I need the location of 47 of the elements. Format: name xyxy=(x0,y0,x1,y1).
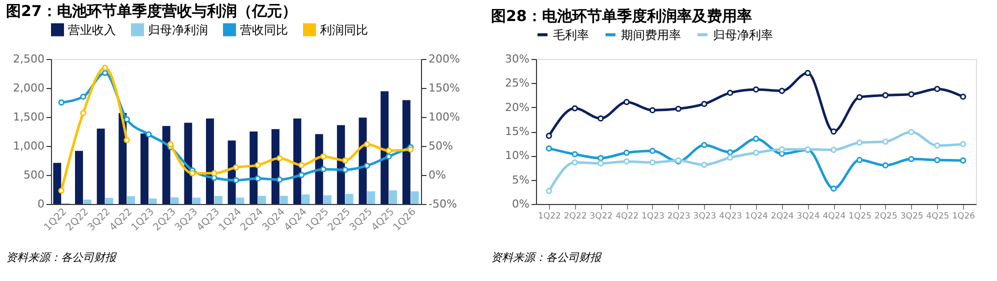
legend-label: 毛利率 xyxy=(553,28,589,42)
y-tick-label: 1,500 xyxy=(13,110,44,124)
legend-label: 归母净利润 xyxy=(148,22,208,37)
y2-tick-label: 200% xyxy=(428,52,460,66)
x-tick-label: 3Q25 xyxy=(900,212,924,222)
x-tick-label: 4Q24 xyxy=(822,212,846,222)
y-tick-label: 2,500 xyxy=(13,52,44,66)
y-tick-label: 20% xyxy=(505,100,530,114)
x-tick-label: 2Q25 xyxy=(874,212,898,222)
x-tick-label: 1Q22 xyxy=(538,212,561,222)
x-tick-label: 4Q25 xyxy=(926,212,950,222)
y-tick-label: 15% xyxy=(505,125,530,138)
x-tick-label: 4Q22 xyxy=(616,212,639,222)
y-tick-label: 0% xyxy=(512,198,530,210)
x-tick-label: 3Q24 xyxy=(796,212,820,222)
y-tick-label: 500 xyxy=(24,168,44,182)
legend-label: 期间费用率 xyxy=(621,28,681,42)
x-tick-label: 4Q23 xyxy=(719,212,742,222)
legend-label: 营业收入 xyxy=(68,22,116,37)
text: 资料来源：各公司财报 xyxy=(491,251,602,264)
x-tick-label: 1Q25 xyxy=(848,212,872,222)
chart-title: 图28：电池环节单季度利润率及费用率 xyxy=(491,7,752,25)
y2-tick-label: 100% xyxy=(428,110,460,124)
x-tick-label: 2Q23 xyxy=(667,212,690,222)
legend-label: 归母净利率 xyxy=(713,28,773,42)
legend-label: 营收同比 xyxy=(240,22,288,37)
y-tick-label: 10% xyxy=(505,149,530,162)
y-tick-label: 1,000 xyxy=(13,140,44,152)
y2-tick-label: -50% xyxy=(428,198,457,210)
legend-label: 利润同比 xyxy=(320,22,368,37)
x-tick-label: 2Q24 xyxy=(770,212,794,222)
y-tick-label: 30% xyxy=(505,52,530,66)
text: 资料来源：各公司财报 xyxy=(6,251,117,264)
y2-tick-label: 0% xyxy=(428,168,446,182)
chart-title: 图27：电池环节单季度营收与利润（亿元） xyxy=(6,2,297,20)
x-tick-label: 1Q23 xyxy=(642,212,664,222)
y2-tick-label: 50% xyxy=(428,140,453,152)
y-tick-label: 25% xyxy=(505,76,530,90)
y-tick-label: 2,000 xyxy=(13,82,44,94)
x-tick-label: 3Q22 xyxy=(590,212,613,222)
x-tick-label: 1Q24 xyxy=(745,212,768,222)
x-tick-label: 3Q23 xyxy=(693,212,716,222)
y-tick-label: 5% xyxy=(512,173,530,186)
x-tick-label: 1Q26 xyxy=(952,212,976,222)
x-tick-label: 2Q22 xyxy=(564,212,587,222)
y2-tick-label: 150% xyxy=(428,82,460,94)
y-tick-label: 0 xyxy=(38,198,44,210)
